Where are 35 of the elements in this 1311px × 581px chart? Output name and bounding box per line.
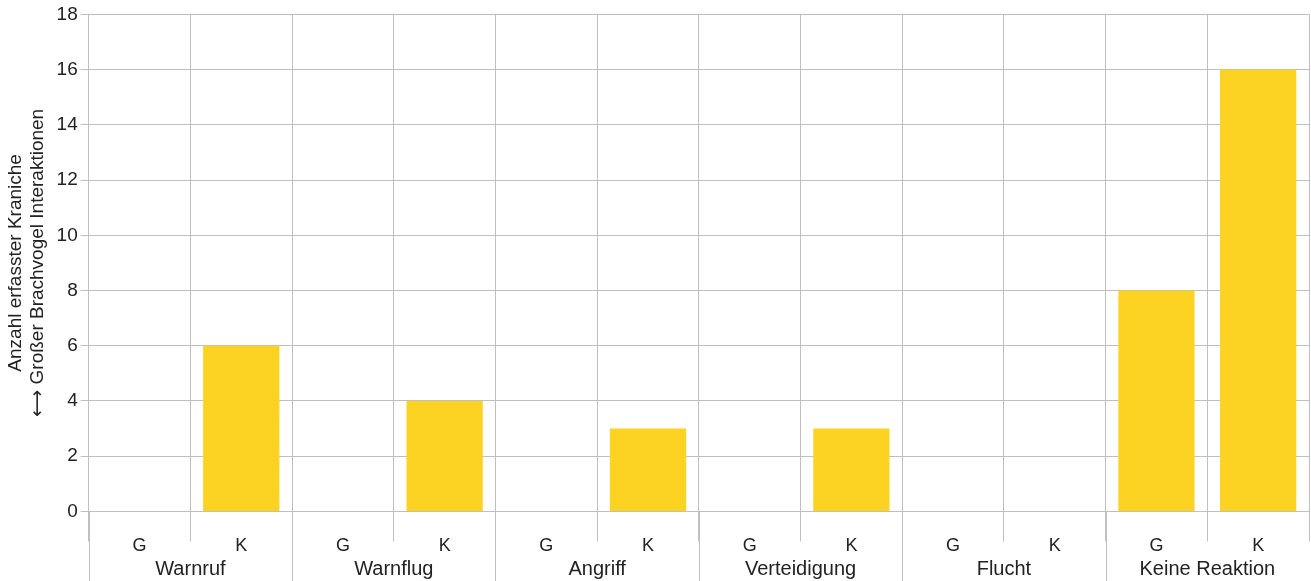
bar (1118, 290, 1195, 511)
x-tick-label: K (845, 535, 858, 556)
y-tick-label: 0 (67, 499, 78, 521)
y-tick-label: 14 (56, 113, 79, 135)
x-tick-label: G (946, 535, 961, 556)
x-tick-label: K (1252, 535, 1265, 556)
y-tick-label: 6 (67, 333, 78, 355)
text: Warnruf (155, 556, 227, 579)
y-tick-label: 4 (67, 389, 79, 411)
y-tick-label: 18 (56, 2, 78, 24)
y-tick-label: 12 (56, 168, 78, 190)
y-tick-label: 8 (67, 278, 78, 300)
bar (609, 428, 687, 511)
y-tick-label: 2 (67, 444, 78, 466)
x-tick-label: K (1048, 535, 1061, 556)
text: Flucht (976, 556, 1032, 579)
x-tick-label: G (539, 535, 554, 556)
x-tick-label: G (742, 535, 757, 556)
bar (406, 400, 483, 511)
x-tick-label: G (335, 535, 350, 556)
x-tick-label: G (132, 535, 147, 556)
y-tick-label: 10 (56, 223, 78, 245)
bar (813, 428, 890, 511)
text: Keine Reaktion (1139, 556, 1276, 579)
bar (1220, 69, 1297, 511)
x-tick-label: G (1149, 535, 1164, 556)
x-tick-label: K (642, 535, 655, 556)
x-tick-label: K (438, 535, 451, 556)
bar (203, 345, 280, 511)
y-axis-title: Anzahl erfasster Kraniche ⟷ Großer Brachvogel Interaktionen (3, 108, 48, 417)
text: Warnflug (354, 556, 434, 579)
text: Angriff (568, 556, 627, 579)
x-tick-label: K (235, 535, 248, 556)
text: Verteidigung (744, 556, 857, 579)
y-tick-label: 16 (56, 57, 78, 79)
